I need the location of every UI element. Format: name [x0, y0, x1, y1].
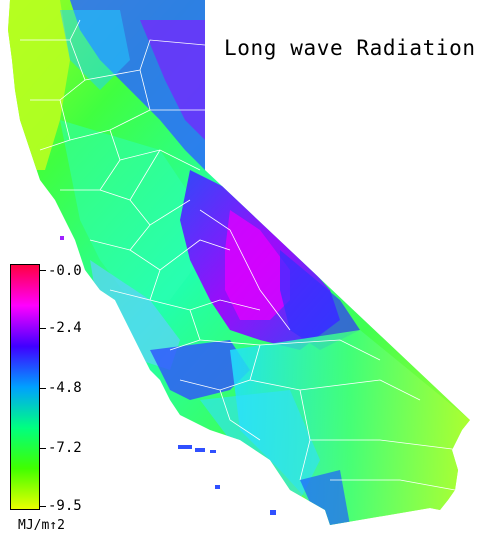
- county-boundaries: [20, 19, 461, 491]
- legend-label: -4.8: [48, 380, 82, 396]
- legend-tick: [40, 328, 46, 329]
- legend-label: -2.4: [48, 320, 82, 336]
- map-title: Long wave Radiation: [224, 36, 476, 60]
- legend-tick: [40, 270, 46, 271]
- owens-valley-zone: [280, 250, 360, 350]
- north-cyan-zone: [60, 10, 130, 90]
- south-cyan-zone: [200, 390, 320, 500]
- legend-label: -7.2: [48, 440, 82, 456]
- color-legend-bar: [10, 264, 40, 510]
- legend-label-max: -0.0: [48, 263, 82, 279]
- legend-tick: [40, 388, 46, 389]
- central-valley-zone: [60, 120, 200, 300]
- south-coast-zone: [300, 470, 350, 525]
- coast-range-zone: [90, 260, 180, 370]
- legend-unit: MJ/m↑2: [18, 518, 65, 533]
- transverse-ranges-zone: [150, 340, 250, 400]
- north-coast-zone: [8, 0, 70, 170]
- legend-label-min: -9.5: [48, 498, 82, 514]
- legend-tick: [40, 448, 46, 449]
- channel-islands: [60, 236, 276, 515]
- legend-tick: [40, 506, 46, 507]
- sierra-hot-zone: [225, 210, 290, 320]
